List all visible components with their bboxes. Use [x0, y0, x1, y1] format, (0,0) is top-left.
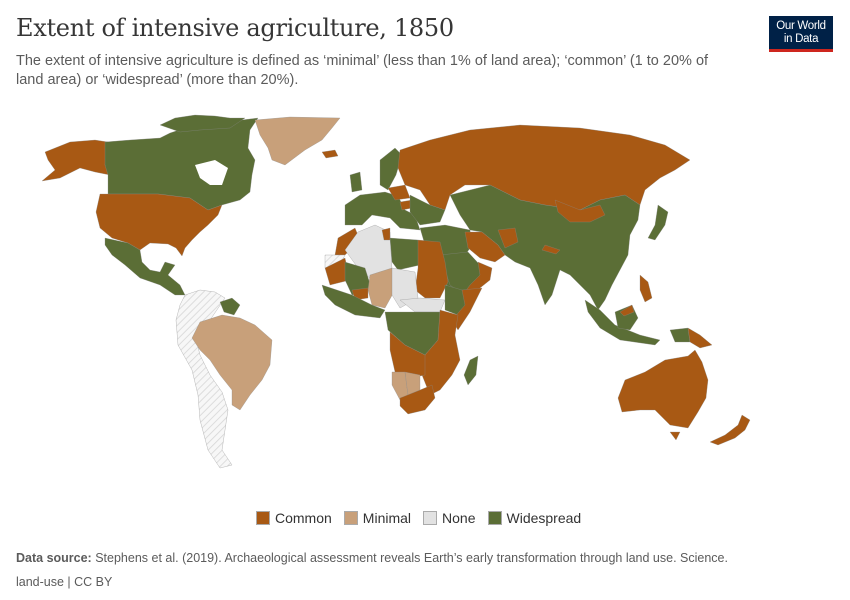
region-mongolia	[554, 199, 606, 223]
region-libya	[389, 237, 421, 271]
region-afghanistan	[497, 227, 519, 249]
swatch-none	[423, 511, 438, 525]
region-iceland	[321, 149, 339, 159]
region-borneo-common	[619, 304, 635, 317]
data-source-line: Data source: Stephens et al. (2019). Arc…	[16, 546, 728, 570]
region-madagascar	[463, 355, 479, 386]
swatch-minimal	[343, 511, 358, 525]
legend-item-none[interactable]: None	[423, 510, 476, 526]
region-alaska	[41, 139, 111, 182]
region-south-africa	[399, 384, 436, 415]
swatch-widespread	[487, 511, 502, 525]
region-east-africa	[421, 309, 461, 396]
data-source-label: Data source:	[16, 551, 92, 565]
region-car	[399, 297, 446, 313]
region-scandinavia	[379, 147, 403, 191]
legend-label-none: None	[442, 510, 476, 526]
region-nepal	[541, 244, 561, 255]
region-tasmania	[669, 431, 681, 441]
page-title: Extent of intensive agriculture, 1850	[16, 14, 454, 42]
legend-label-widespread: Widespread	[506, 510, 582, 526]
region-russia	[397, 124, 691, 211]
region-canada-islands	[159, 114, 246, 133]
world-map[interactable]	[0, 105, 850, 495]
region-somalia	[451, 287, 483, 331]
legend-item-minimal[interactable]: Minimal	[343, 510, 412, 526]
region-iran	[464, 231, 506, 263]
region-mexico	[104, 237, 186, 296]
swatch-common	[256, 511, 270, 525]
region-egypt-sudan	[414, 239, 449, 299]
region-australia	[617, 349, 709, 429]
logo-line2: in Data	[783, 33, 819, 45]
chart-subtitle: The extent of intensive agriculture is d…	[16, 53, 709, 88]
map-legend: Common Minimal None Widespread	[256, 510, 581, 526]
data-source-text: Stephens et al. (2019). Archaeological a…	[95, 551, 728, 565]
region-eastern-europe	[409, 194, 446, 226]
region-west-africa	[321, 284, 386, 319]
region-south-america-no-data	[175, 289, 233, 469]
owid-logo[interactable]: Our World in Data	[769, 16, 833, 52]
region-indonesia	[584, 299, 661, 346]
region-usa	[95, 193, 223, 257]
region-philippines	[639, 274, 653, 303]
region-new-zealand	[709, 414, 751, 446]
chart-footer: Data source: Stephens et al. (2019). Arc…	[16, 546, 728, 594]
legend-label-common: Common	[275, 510, 332, 526]
region-png	[687, 327, 713, 349]
legend-item-common[interactable]: Common	[256, 510, 332, 526]
region-png-west	[669, 327, 691, 343]
region-guyana	[219, 297, 241, 316]
region-greenland	[254, 116, 341, 166]
logo-line1: Our World	[776, 20, 826, 32]
legend-item-widespread[interactable]: Widespread	[487, 510, 582, 526]
region-western-europe	[344, 191, 421, 231]
region-japan	[647, 204, 669, 241]
legend-label-minimal: Minimal	[362, 510, 412, 526]
region-tunisia	[381, 227, 391, 241]
region-brazil	[191, 314, 273, 411]
region-uk	[349, 171, 363, 193]
license-line[interactable]: land-use | CC BY	[16, 575, 113, 589]
